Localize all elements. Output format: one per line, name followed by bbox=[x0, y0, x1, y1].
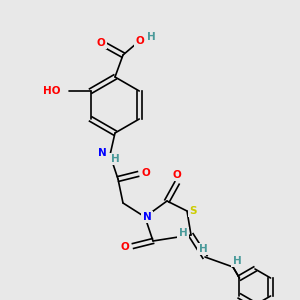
Text: O: O bbox=[97, 38, 105, 48]
Text: H: H bbox=[199, 244, 207, 254]
Text: H: H bbox=[232, 256, 242, 266]
Text: O: O bbox=[121, 242, 129, 252]
Text: O: O bbox=[136, 36, 144, 46]
Text: O: O bbox=[142, 168, 150, 178]
Text: H: H bbox=[111, 154, 119, 164]
Text: H: H bbox=[147, 32, 155, 42]
Text: S: S bbox=[189, 206, 197, 216]
Text: N: N bbox=[98, 148, 106, 158]
Text: O: O bbox=[172, 170, 182, 180]
Text: HO: HO bbox=[43, 86, 61, 96]
Text: H: H bbox=[178, 228, 188, 238]
Text: N: N bbox=[142, 212, 152, 222]
